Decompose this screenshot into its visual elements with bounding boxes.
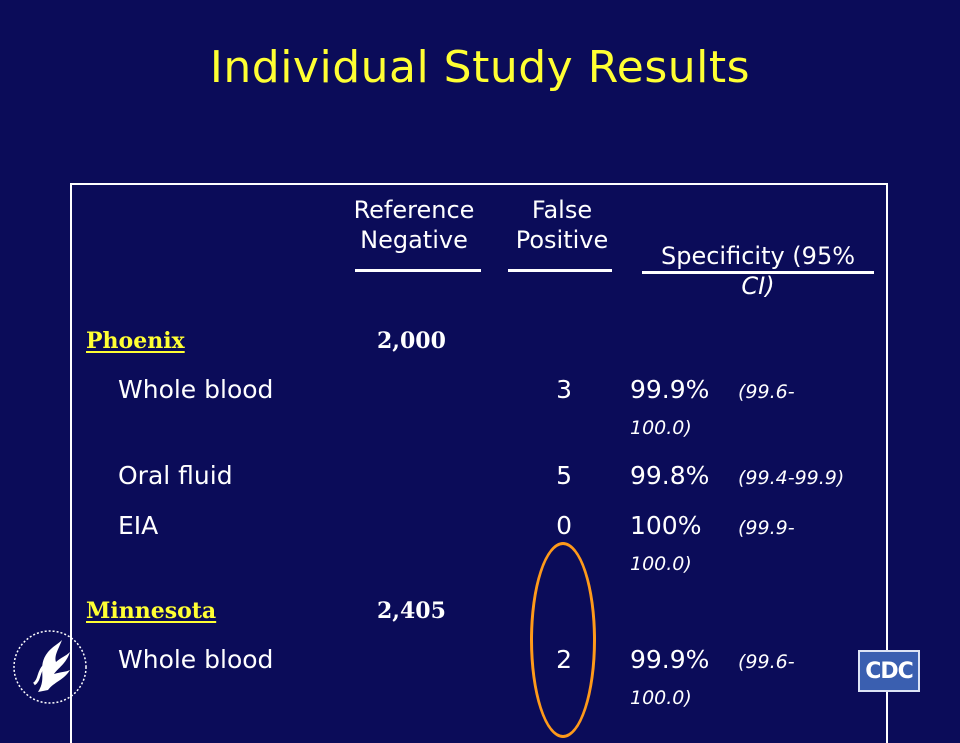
reference-negative-minnesota: 2,405 xyxy=(377,598,446,624)
confidence-interval-end: 100.0) xyxy=(630,687,692,709)
header-specificity-line2: CI) xyxy=(741,272,775,300)
specificity-value: 100% xyxy=(630,511,702,540)
false-positive-count: 5 xyxy=(556,461,572,490)
site-label-minnesota: Minnesota xyxy=(86,598,217,624)
header-specificity: Specificity (95% CI) xyxy=(638,241,878,301)
header-false-positive-line1: False xyxy=(531,196,593,224)
confidence-interval-start: (99.9- xyxy=(738,517,795,539)
confidence-interval-end: 100.0) xyxy=(630,553,692,575)
header-rule-reference-negative xyxy=(355,269,481,272)
specificity-value: 99.9% xyxy=(630,375,710,404)
specificity-value: 99.8% xyxy=(630,461,710,490)
false-positive-count: 3 xyxy=(556,375,572,404)
site-label-phoenix: Phoenix xyxy=(86,328,185,354)
header-false-positive: False Positive xyxy=(502,195,622,255)
confidence-interval-start: (99.6- xyxy=(738,651,795,673)
confidence-interval-start: (99.6- xyxy=(738,381,795,403)
header-rule-specificity xyxy=(642,271,874,274)
slide-title: Individual Study Results xyxy=(209,42,751,93)
header-reference-negative-line2: Negative xyxy=(360,226,468,254)
header-reference-negative-line1: Reference xyxy=(353,196,475,224)
cdc-logo: CDC xyxy=(858,650,920,692)
header-reference-negative: Reference Negative xyxy=(344,195,484,255)
test-name: Whole blood xyxy=(118,375,274,404)
highlight-oval xyxy=(530,542,596,738)
header-false-positive-line2: Positive xyxy=(515,226,609,254)
test-name: Whole blood xyxy=(118,645,274,674)
confidence-interval-end: 100.0) xyxy=(630,417,692,439)
cdc-logo-text: CDC xyxy=(865,658,914,684)
test-name: EIA xyxy=(118,511,159,540)
hhs-eagle-seal-icon xyxy=(8,622,92,716)
test-name: Oral fluid xyxy=(118,461,233,490)
specificity-value: 99.9% xyxy=(630,645,710,674)
reference-negative-phoenix: 2,000 xyxy=(377,328,446,354)
false-positive-count: 0 xyxy=(556,511,572,540)
results-table: Reference Negative False Positive Specif… xyxy=(70,183,888,743)
header-specificity-line1: Specificity (95% xyxy=(660,242,856,270)
confidence-interval: (99.4-99.9) xyxy=(738,467,845,489)
header-rule-false-positive xyxy=(508,269,612,272)
